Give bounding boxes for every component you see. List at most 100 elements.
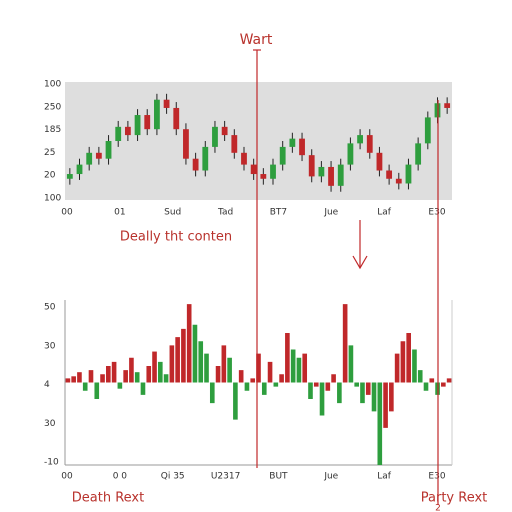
candle-body [192, 158, 199, 171]
bar [389, 382, 394, 412]
plot-background [65, 82, 452, 200]
bar [406, 333, 411, 383]
bar [204, 353, 209, 383]
candle-body [318, 166, 325, 177]
bar [256, 353, 261, 383]
bottom-title: Death Rext [72, 491, 144, 506]
candle-body [154, 99, 160, 130]
x-tick-label: 0 0 [113, 472, 128, 482]
bar [134, 372, 140, 383]
candle-body [95, 152, 102, 159]
bar [325, 382, 331, 391]
bar [250, 378, 256, 383]
bar [296, 357, 302, 383]
x-tick-label: Tad [217, 208, 233, 218]
candle-body [366, 135, 373, 153]
chart-subtitle: Deally tht conten [120, 230, 232, 245]
x-tick-label: E30 [428, 472, 445, 482]
candle-body [424, 117, 431, 144]
bar [129, 357, 134, 383]
candle-body [183, 129, 189, 159]
bar [244, 382, 250, 391]
bar [412, 349, 417, 383]
candle-body [308, 155, 315, 177]
bar [342, 304, 348, 383]
bar [152, 351, 157, 383]
bar [285, 333, 290, 383]
bar [429, 378, 435, 383]
bar [331, 374, 336, 383]
bar [238, 370, 244, 383]
candle-body [144, 115, 151, 130]
y-tick-label: 250 [44, 102, 61, 112]
bar [163, 374, 169, 383]
bar [221, 345, 227, 383]
bar [377, 382, 383, 465]
y-tick-label: -10 [44, 458, 59, 468]
x-tick-label: Jue [323, 208, 338, 218]
candle-body [328, 166, 334, 186]
bar [157, 361, 163, 383]
candle-body [386, 170, 393, 179]
candle-body [289, 138, 296, 147]
candle-body [395, 178, 402, 184]
bar [348, 345, 354, 383]
bar [400, 341, 406, 383]
chart-title: Wart [240, 32, 273, 48]
candle-body [415, 143, 422, 165]
candle-body [347, 143, 354, 165]
bar [117, 382, 123, 389]
bar [192, 324, 198, 383]
bar [106, 366, 111, 383]
candle-body [66, 174, 73, 179]
candle-body [221, 126, 228, 136]
candle-body [279, 146, 286, 165]
x-tick-label: Laf [377, 472, 392, 482]
candle-body [76, 164, 83, 175]
bar [169, 345, 175, 383]
bar [94, 382, 100, 399]
bar [209, 382, 215, 404]
x-tick-label: 00 [61, 472, 73, 482]
bar [308, 382, 313, 399]
bar [337, 382, 342, 404]
bar [441, 382, 446, 387]
bar [354, 382, 360, 387]
candle-body [86, 152, 93, 165]
candle-body [105, 141, 112, 159]
bar [290, 349, 296, 383]
candle-body [444, 103, 451, 108]
bar [82, 382, 88, 391]
x-tick-label: BT7 [270, 208, 287, 218]
bar [360, 382, 365, 404]
bottom-subtitle: Party Rext [421, 491, 488, 506]
y-tick-label: 100 [44, 80, 61, 90]
candle-body [405, 164, 412, 184]
bar [365, 382, 371, 395]
bar [175, 337, 180, 383]
x-tick-label: 00 [61, 208, 73, 218]
bar [65, 378, 71, 383]
arrow-head [352, 255, 368, 270]
candle-body [163, 99, 170, 108]
bar [215, 366, 221, 383]
candle-body [260, 174, 267, 179]
bar [261, 382, 267, 395]
bar [371, 382, 377, 412]
y-tick-label: 50 [44, 303, 56, 313]
candle-body [337, 164, 344, 186]
bar [227, 357, 232, 383]
bar [77, 372, 82, 383]
candle-body [212, 126, 218, 147]
bar [423, 382, 429, 391]
bar [140, 382, 146, 395]
bar [123, 370, 128, 383]
bar [100, 374, 105, 383]
x-tick-label: Jue [323, 472, 338, 482]
bar [186, 304, 192, 383]
bar [71, 376, 76, 383]
x-tick-label: BUT [269, 472, 288, 482]
candle-body [231, 135, 238, 153]
